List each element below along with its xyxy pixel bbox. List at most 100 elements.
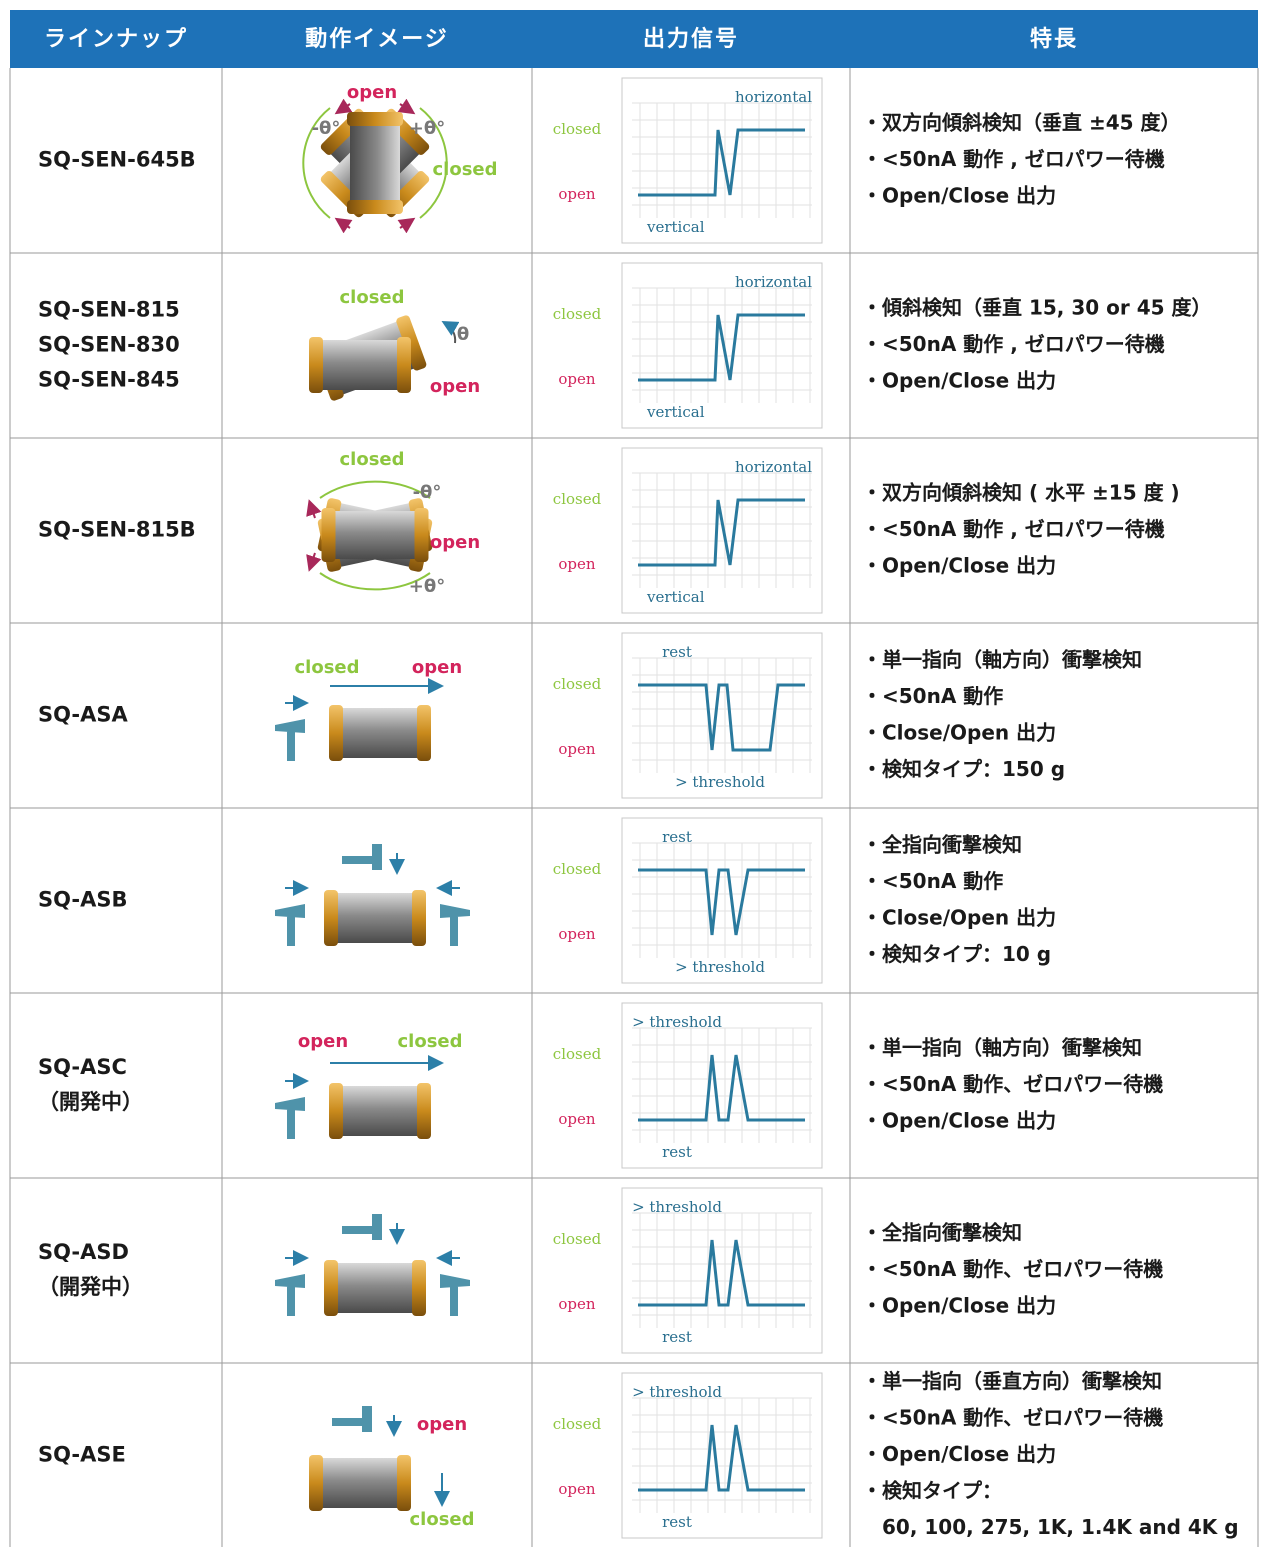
row: SQ-ASD （開発中） > threshold rest closed open ・全指向… — [38, 1187, 1163, 1354]
signal-closed: closed — [553, 1415, 602, 1433]
sensor-cap — [417, 1083, 431, 1139]
feature: ・Open/Close 出力 — [862, 1442, 1056, 1466]
arrow — [334, 217, 353, 234]
hammer — [342, 1214, 382, 1240]
signal-open: open — [558, 1480, 596, 1498]
waveform — [638, 868, 805, 936]
feature: ・Close/Open 出力 — [862, 905, 1056, 929]
model-name: SQ-SEN-815 — [38, 298, 180, 322]
image-label: +θ° — [409, 576, 445, 597]
signal-open: open — [558, 1110, 596, 1128]
signal-open: open — [558, 185, 596, 203]
arc — [302, 107, 331, 219]
signal-open: open — [558, 370, 596, 388]
image-label: open — [430, 532, 480, 553]
signal-top: horizontal — [735, 273, 812, 291]
signal-open: open — [558, 555, 596, 573]
signal-top: rest — [662, 643, 692, 661]
header-band — [10, 10, 1258, 68]
signal-box — [621, 1002, 823, 1169]
sensor-cap — [412, 890, 426, 946]
hammer — [275, 1097, 305, 1139]
waveform — [638, 1239, 805, 1307]
signal-box — [621, 1372, 823, 1539]
feature: ・Open/Close 出力 — [862, 554, 1056, 578]
model-name: SQ-SEN-830 — [38, 333, 180, 357]
feature: ・Close/Open 出力 — [862, 720, 1056, 744]
sensor — [347, 112, 403, 214]
row: SQ-SEN-815 SQ-SEN-830 SQ-SEN-845 closed θ ope… — [38, 262, 1212, 429]
arrow — [397, 98, 416, 115]
hammer — [342, 844, 382, 870]
sensor-cap — [321, 508, 336, 562]
image-label: open — [298, 1031, 348, 1052]
signal-closed: closed — [553, 1230, 602, 1248]
model-name: SQ-ASE — [38, 1443, 126, 1467]
feature: ・検知タイプ： — [862, 1479, 1002, 1503]
model-name: SQ-ASA — [38, 703, 128, 727]
image-label: -θ° — [413, 482, 442, 503]
arrow — [306, 552, 322, 572]
model-name: SQ-ASD — [38, 1240, 129, 1264]
signal-bottom: vertical — [646, 218, 705, 236]
model-name: SQ-SEN-845 — [38, 368, 180, 392]
model-name: SQ-SEN-645B — [38, 148, 196, 172]
feature: ・Open/Close 出力 — [862, 184, 1056, 208]
hammer — [275, 1274, 305, 1316]
feature: ・<50nA 動作 , ゼロパワー待機 — [862, 517, 1165, 541]
header-cell: ラインナップ — [44, 27, 188, 52]
feature: ・全指向衝撃検知 — [862, 832, 1022, 856]
feature: ・検知タイプ：10 g — [862, 942, 1051, 966]
sensor-body — [335, 1086, 425, 1136]
signal-top: rest — [662, 828, 692, 846]
signal-closed: closed — [553, 1045, 602, 1063]
signal-box — [621, 447, 823, 614]
sensor — [309, 337, 411, 393]
feature: 60, 100, 275, 1K, 1.4K and 4K g — [862, 1515, 1239, 1539]
feature: ・単一指向（軸方向）衝撃検知 — [862, 1036, 1142, 1060]
sensor-body — [330, 1263, 420, 1313]
sensor-cap — [396, 315, 427, 371]
signal-bottom: rest — [662, 1513, 692, 1531]
sensor-cap — [324, 1260, 338, 1316]
signal-top: > threshold — [632, 1383, 722, 1401]
sensor-cap — [397, 337, 411, 393]
model-name: SQ-SEN-815B — [38, 518, 196, 542]
image-label: +θ° — [409, 118, 445, 139]
signal-closed: closed — [553, 120, 602, 138]
hammer — [275, 904, 305, 946]
signal-bottom: rest — [662, 1328, 692, 1346]
signal-closed: closed — [553, 305, 602, 323]
signal-top: > threshold — [632, 1013, 722, 1031]
hammer — [440, 1274, 470, 1316]
sensor-body — [327, 511, 423, 559]
model-name: （開発中） — [38, 1275, 143, 1299]
model-name: SQ-ASC — [38, 1055, 127, 1079]
feature: ・全指向衝撃検知 — [862, 1221, 1022, 1245]
signal-closed: closed — [553, 675, 602, 693]
signal-open: open — [558, 740, 596, 758]
signal-closed: closed — [553, 490, 602, 508]
sensor-cap — [417, 705, 431, 761]
sensor-cap — [329, 705, 343, 761]
hammer — [332, 1406, 372, 1432]
arc — [319, 572, 431, 591]
image-label: open — [347, 82, 397, 103]
model-name: SQ-ASB — [38, 888, 127, 912]
signal-bottom: > threshold — [675, 773, 765, 791]
sensor-cap — [324, 890, 338, 946]
signal-closed: closed — [553, 860, 602, 878]
header-cell: 出力信号 — [643, 26, 739, 52]
arc — [419, 107, 448, 219]
signal-bottom: vertical — [646, 588, 705, 606]
row: SQ-SEN-645B open -θ° +θ° closed horizontal ver… — [38, 77, 1181, 244]
feature: ・<50nA 動作 — [862, 684, 1003, 708]
sensor — [329, 705, 431, 761]
row: SQ-SEN-815B closed -θ° open +θ° horizontal ver… — [38, 447, 1180, 614]
arrow — [334, 98, 353, 115]
signal-open: open — [558, 925, 596, 943]
image-label: θ — [457, 324, 469, 345]
hammer — [275, 719, 305, 761]
row: SQ-ASA closed open rest > threshold closed ope… — [38, 632, 1142, 799]
